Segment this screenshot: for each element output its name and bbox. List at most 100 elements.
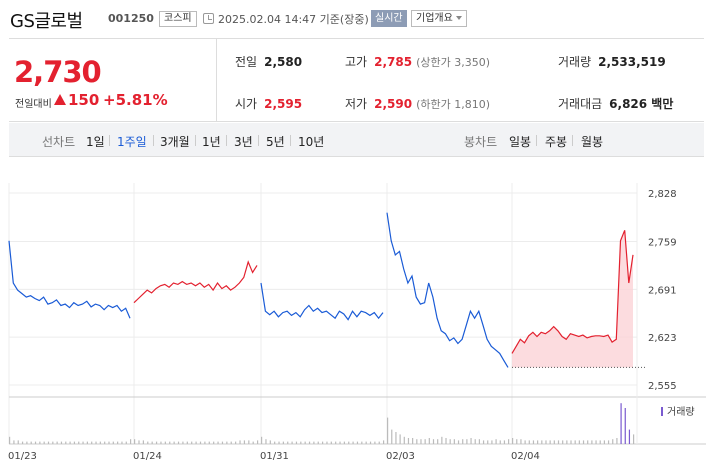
volume-bar — [239, 440, 241, 444]
tab-monthly-candle[interactable]: 월봉 — [581, 135, 604, 149]
tab-1d[interactable]: 1일 — [86, 135, 105, 149]
volume-bar — [399, 434, 401, 444]
tab-divider — [572, 135, 573, 146]
price-line-01-31 — [260, 282, 384, 321]
low-value: 2,590 — [374, 97, 413, 111]
tab-daily-candle[interactable]: 일봉 — [509, 135, 532, 149]
volume-bar — [339, 441, 341, 444]
volume-bar — [343, 441, 345, 444]
volume-bar — [387, 417, 389, 444]
volume-bar — [317, 441, 319, 444]
stock-code: 001250 — [108, 12, 154, 25]
volume-bar — [182, 441, 184, 444]
tab-10y[interactable]: 10년 — [298, 135, 325, 149]
volume-bar — [169, 441, 171, 444]
volume-bar — [243, 440, 246, 444]
volume-bar — [235, 441, 237, 444]
volume-bar — [65, 441, 67, 444]
tab-1w[interactable]: 1주일 — [117, 135, 147, 149]
volume-bar — [257, 440, 259, 444]
volume-bar — [104, 441, 106, 444]
company-info-dropdown[interactable]: 기업개요 — [411, 10, 467, 27]
volume-bar — [412, 438, 414, 444]
volume-bar — [462, 439, 464, 444]
fill-layer — [512, 230, 645, 368]
volume-bar — [607, 440, 610, 444]
volume-bar — [432, 439, 435, 444]
caret-down-icon — [455, 16, 462, 20]
amount-cell: 거래대금 6,826 백만 — [558, 95, 673, 112]
high-value: 2,785 — [374, 55, 413, 69]
tab-divider — [109, 135, 110, 146]
volume-bar — [191, 441, 193, 444]
volume-bar — [21, 441, 24, 444]
volume-bar — [478, 439, 480, 444]
volume-legend-swatch — [661, 407, 663, 416]
volume-bar — [287, 441, 289, 444]
volume-bar — [516, 439, 518, 444]
y-tick-label: 2,691 — [648, 285, 677, 296]
price-line-layer — [8, 212, 634, 368]
volume-bar — [566, 440, 568, 444]
volume-bar — [495, 439, 497, 444]
volume-bar — [282, 441, 284, 444]
volume-bar — [213, 441, 215, 444]
volume-bar — [335, 441, 337, 444]
x-tick-label: 01/24 — [133, 451, 162, 462]
volume-bar — [508, 439, 510, 444]
volume-bar — [30, 441, 32, 444]
volume-bar — [437, 439, 439, 444]
volume-bar — [173, 441, 175, 444]
tab-3m[interactable]: 3개월 — [160, 135, 190, 149]
volume-bar — [217, 441, 219, 444]
volume-bar — [449, 439, 451, 444]
stock-name: GS글로벌 — [10, 11, 83, 32]
volume-bar — [248, 440, 250, 444]
volume-bar — [587, 440, 589, 444]
volume-bar — [304, 441, 306, 444]
volume-bar — [204, 441, 206, 444]
price-line-01-24 — [133, 260, 258, 304]
volume-bar — [326, 441, 328, 444]
line-chart-label: 선차트 — [42, 135, 76, 149]
volume-label: 거래량 — [558, 55, 592, 69]
price-line-02-04 — [511, 230, 634, 354]
realtime-button[interactable]: 실시간 — [371, 10, 407, 27]
change-rate: +5.81% — [103, 91, 168, 109]
tab-divider — [195, 135, 196, 146]
amount-label: 거래대금 — [558, 97, 603, 111]
clock-icon — [203, 13, 214, 24]
tab-weekly-candle[interactable]: 주봉 — [545, 135, 568, 149]
volume-bar — [164, 441, 166, 444]
y-tick-label: 2,555 — [648, 381, 677, 392]
tab-3y[interactable]: 3년 — [234, 135, 253, 149]
open-value: 2,595 — [264, 97, 303, 111]
volume-bar — [73, 441, 76, 444]
volume-bar — [453, 439, 455, 444]
price-summary: 2,730 전일대비 150 +5.81% 전일 2,580 고가 2,785 (상한… — [9, 38, 704, 122]
volume-bar — [69, 441, 71, 444]
volume-bar — [420, 439, 422, 444]
tab-divider — [290, 135, 291, 146]
volume-bar — [300, 441, 302, 444]
volume-bar — [52, 441, 54, 444]
price-chart[interactable]: 2,828 2,759 2,691 2,623 2,555 거래량 01/23 01/24 01… — [0, 157, 706, 466]
volume-bar — [43, 441, 45, 444]
volume-bar — [599, 440, 601, 444]
current-price-box: 2,730 전일대비 150 +5.81% — [9, 39, 217, 121]
volume-bar — [356, 441, 359, 444]
volume-bar — [369, 441, 372, 444]
candle-chart-label: 봉차트 — [464, 135, 498, 149]
tab-5y[interactable]: 5년 — [266, 135, 285, 149]
volume-bar — [365, 441, 367, 444]
volume-bar — [308, 441, 311, 444]
volume-bar — [269, 440, 271, 444]
volume-bar — [416, 439, 418, 444]
tab-1y[interactable]: 1년 — [202, 135, 221, 149]
x-tick-label: 02/03 — [386, 451, 415, 462]
volume-bar — [445, 438, 447, 444]
tab-divider — [226, 135, 227, 146]
volume-bar — [457, 440, 460, 444]
volume-bar — [528, 440, 530, 444]
volume-bar — [352, 441, 354, 444]
